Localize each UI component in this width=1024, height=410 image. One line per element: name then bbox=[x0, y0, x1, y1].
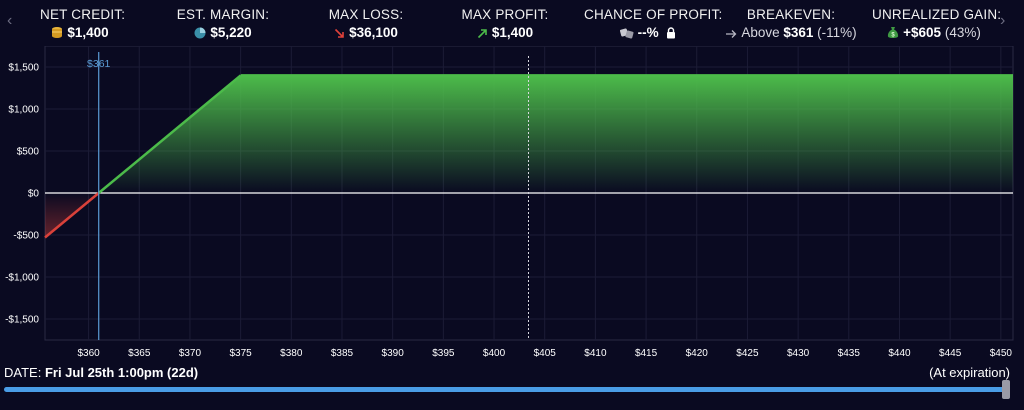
chance-of-profit-stat: CHANCE OF PROFIT: --% bbox=[584, 7, 723, 40]
x-tick-label: $445 bbox=[939, 348, 962, 359]
ramp-segment bbox=[97, 74, 242, 194]
net-credit-label: NET CREDIT: bbox=[40, 7, 126, 22]
x-tick-label: $410 bbox=[584, 348, 607, 359]
y-tick-label: -$1,000 bbox=[5, 273, 39, 284]
net-credit-value: $1,400 bbox=[67, 25, 109, 40]
loss-segment bbox=[44, 192, 100, 239]
x-tick-label: $370 bbox=[179, 348, 202, 359]
money-bag-icon: $ bbox=[888, 27, 899, 39]
x-tick-label: $420 bbox=[686, 348, 709, 359]
x-tick-label: $450 bbox=[990, 348, 1013, 359]
y-axis-ticks: $1,500 $1,000 $500 $0 -$500 -$1,000 -$1,500 bbox=[5, 63, 39, 326]
y-tick-label: $0 bbox=[28, 189, 40, 200]
max-loss-label: MAX LOSS: bbox=[328, 7, 404, 22]
y-tick-label: -$500 bbox=[13, 231, 39, 242]
stats-header: ‹ NET CREDIT: $1,400 EST. MARGIN: $5,220… bbox=[0, 0, 1024, 46]
x-tick-label: $390 bbox=[382, 348, 405, 359]
chart-lines bbox=[44, 52, 1013, 340]
x-tick-label: $365 bbox=[128, 348, 151, 359]
est-margin-value: $5,220 bbox=[210, 25, 252, 40]
y-tick-label: -$1,500 bbox=[5, 315, 39, 326]
svg-text:$: $ bbox=[891, 33, 895, 39]
breakeven-marker-label: $361 bbox=[87, 58, 111, 70]
max-profit-value: $1,400 bbox=[491, 25, 534, 40]
date-value: Fri Jul 25th 1:00pm (22d) bbox=[44, 365, 199, 380]
x-tick-label: $430 bbox=[787, 348, 810, 359]
pie-chart-icon bbox=[194, 27, 206, 39]
x-tick-label: $405 bbox=[534, 348, 557, 359]
date-line: DATE: Fri Jul 25th 1:00pm (22d) bbox=[4, 365, 198, 380]
x-tick-label: $360 bbox=[77, 348, 100, 359]
x-tick-label: $435 bbox=[838, 348, 861, 359]
unrealized-gain-value: +$605 bbox=[903, 25, 942, 40]
breakeven-label: BREAKEVEN: bbox=[746, 7, 836, 22]
arrow-right-icon bbox=[726, 30, 737, 38]
x-tick-label: $380 bbox=[280, 348, 303, 359]
date-label: DATE: bbox=[4, 365, 42, 380]
est-margin-label: EST. MARGIN: bbox=[176, 7, 270, 22]
x-tick-label: $375 bbox=[230, 348, 253, 359]
x-tick-label: $425 bbox=[736, 348, 759, 359]
net-credit-stat: NET CREDIT: $1,400 bbox=[40, 7, 126, 40]
arrow-down-right-icon bbox=[335, 28, 344, 38]
expiry-label: (At expiration) bbox=[929, 365, 1010, 380]
pnl-chart: $1,500 $1,000 $500 $0 -$500 -$1,000 -$1,500 $3… bbox=[5, 46, 1014, 359]
lock-icon[interactable] bbox=[666, 27, 676, 39]
max-loss-stat: MAX LOSS: $36,100 bbox=[321, 7, 411, 40]
unrealized-gain-label: UNREALIZED GAIN: bbox=[872, 7, 1002, 22]
arrow-up-right-icon bbox=[477, 29, 487, 39]
breakeven-value: $361 bbox=[783, 25, 814, 40]
breakeven-prefix: Above bbox=[741, 25, 780, 40]
date-slider-thumb[interactable] bbox=[1002, 380, 1010, 399]
x-tick-label: $395 bbox=[432, 348, 455, 359]
unrealized-gain-suffix: (43%) bbox=[944, 25, 981, 40]
breakeven-stat: BREAKEVEN: Above $361 (-11%) bbox=[724, 7, 858, 40]
profit-area bbox=[98, 75, 1014, 193]
max-profit-stat: MAX PROFIT: $1,400 bbox=[460, 7, 550, 40]
y-tick-label: $1,000 bbox=[8, 105, 39, 116]
y-tick-label: $1,500 bbox=[8, 63, 39, 74]
x-tick-label: $440 bbox=[888, 348, 911, 359]
y-tick-label: $500 bbox=[17, 147, 40, 158]
max-profit-label: MAX PROFIT: bbox=[461, 7, 549, 22]
max-loss-value: $36,100 bbox=[349, 25, 398, 40]
x-tick-label: $415 bbox=[635, 348, 658, 359]
dice-icon bbox=[619, 28, 634, 39]
chance-of-profit-value: --% bbox=[637, 25, 659, 40]
chance-of-profit-label: CHANCE OF PROFIT: bbox=[584, 7, 723, 22]
x-tick-label: $400 bbox=[483, 348, 506, 359]
est-margin-stat: EST. MARGIN: $5,220 bbox=[173, 7, 273, 40]
next-arrow-icon[interactable]: › bbox=[1000, 12, 1006, 29]
breakeven-suffix: (-11%) bbox=[817, 25, 857, 40]
x-tick-label: $385 bbox=[331, 348, 354, 359]
prev-arrow-icon[interactable]: ‹ bbox=[7, 12, 13, 29]
x-axis-ticks: $360 $365 $370 $375 $380 $385 $390 $395 $400 $405… bbox=[77, 348, 1012, 359]
date-slider-track[interactable] bbox=[4, 387, 1006, 392]
coins-icon bbox=[52, 27, 63, 38]
unrealized-gain-stat: UNREALIZED GAIN: $ +$605 (43%) bbox=[872, 7, 1002, 40]
